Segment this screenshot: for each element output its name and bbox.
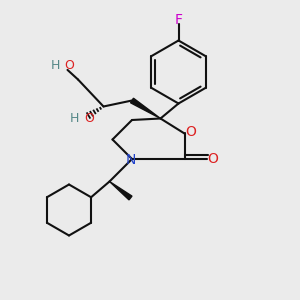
Polygon shape — [110, 182, 132, 200]
Text: H: H — [51, 58, 60, 72]
Text: O: O — [84, 112, 94, 125]
Text: O: O — [186, 125, 196, 139]
Text: F: F — [175, 13, 182, 26]
Text: O: O — [64, 58, 74, 72]
Text: O: O — [207, 152, 218, 166]
Polygon shape — [130, 98, 160, 119]
Text: H: H — [70, 112, 80, 125]
Text: N: N — [125, 154, 136, 167]
